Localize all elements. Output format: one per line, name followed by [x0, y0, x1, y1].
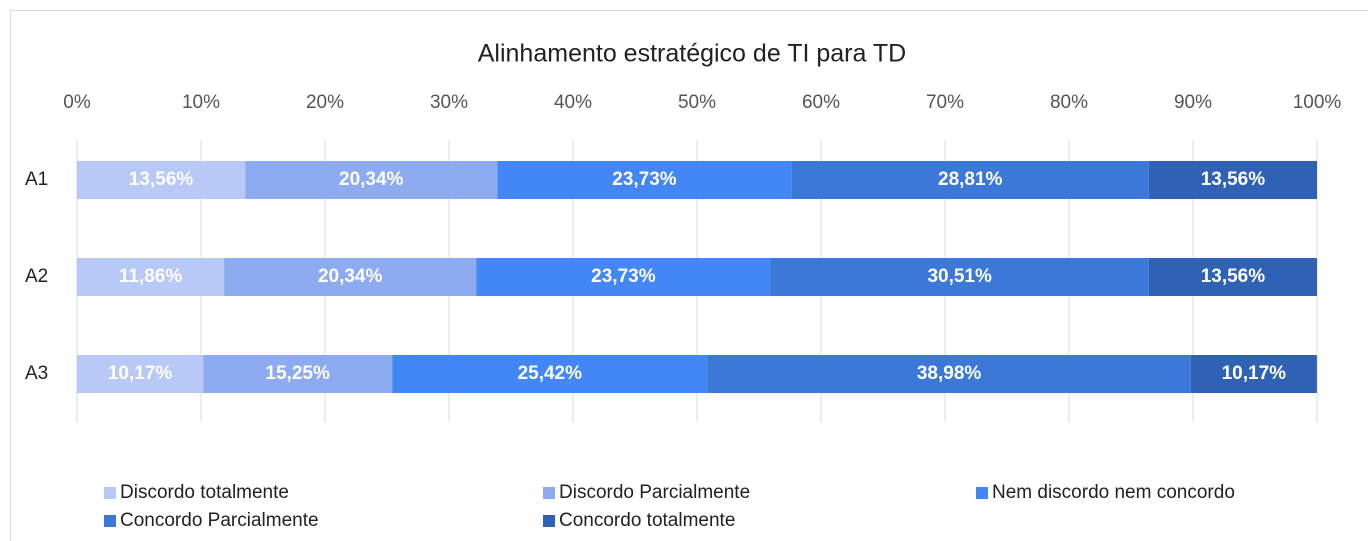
- bar-segment: [77, 258, 225, 296]
- bar-segment: [77, 355, 204, 393]
- data-label: 30,51%: [927, 266, 992, 287]
- data-label: 10,17%: [108, 363, 173, 384]
- bar-segment: [1148, 258, 1317, 296]
- y-tick-label: A3: [25, 363, 48, 384]
- data-label: 15,25%: [265, 363, 330, 384]
- x-tick-label: 70%: [926, 92, 964, 113]
- x-tick-label: 90%: [1174, 92, 1212, 113]
- legend-marker: [104, 515, 116, 527]
- bar-segment: [77, 161, 246, 199]
- bar-segment: [1190, 355, 1317, 393]
- data-label: 28,81%: [938, 169, 1003, 190]
- chart-title: Alinhamento estratégico de TI para TD: [478, 40, 906, 68]
- legend-label: Nem discordo nem concordo: [992, 482, 1235, 503]
- bar-segment: [245, 161, 498, 199]
- x-tick-label: 80%: [1050, 92, 1088, 113]
- data-label: 23,73%: [612, 169, 677, 190]
- x-tick-label: 0%: [63, 92, 91, 113]
- y-tick-label: A1: [25, 169, 48, 190]
- x-tick-label: 60%: [802, 92, 840, 113]
- legend-marker: [543, 487, 555, 499]
- data-label: 10,17%: [1222, 363, 1287, 384]
- x-tick-label: 30%: [430, 92, 468, 113]
- bar-segment: [224, 258, 477, 296]
- data-label: 23,73%: [591, 266, 656, 287]
- data-label: 13,56%: [1201, 266, 1266, 287]
- legend-marker: [543, 515, 555, 527]
- legend-label: Discordo Parcialmente: [559, 482, 750, 503]
- x-tick-label: 40%: [554, 92, 592, 113]
- data-label: 38,98%: [917, 363, 982, 384]
- data-label: 13,56%: [1201, 169, 1266, 190]
- x-tick-label: 50%: [678, 92, 716, 113]
- bar-segment: [203, 355, 393, 393]
- legend-label: Concordo Parcialmente: [120, 510, 319, 531]
- x-tick-label: 100%: [1293, 92, 1342, 113]
- legend-marker: [976, 487, 988, 499]
- data-label: 20,34%: [339, 169, 404, 190]
- bar-segment: [770, 258, 1149, 296]
- legend-marker: [104, 487, 116, 499]
- bar-segment: [1148, 161, 1317, 199]
- data-label: 20,34%: [318, 266, 383, 287]
- data-label: 11,86%: [119, 266, 182, 287]
- bar-segment: [707, 355, 1191, 393]
- bar-segment: [476, 258, 771, 296]
- data-label: 25,42%: [518, 363, 583, 384]
- legend-label: Discordo totalmente: [120, 482, 289, 503]
- bar-segment: [791, 161, 1149, 199]
- x-tick-label: 20%: [306, 92, 344, 113]
- x-tick-label: 10%: [182, 92, 220, 113]
- data-label: 13,56%: [129, 169, 194, 190]
- y-tick-label: A2: [25, 266, 48, 287]
- bar-segment: [497, 161, 792, 199]
- bar-segment: [392, 355, 708, 393]
- legend-label: Concordo totalmente: [559, 510, 735, 531]
